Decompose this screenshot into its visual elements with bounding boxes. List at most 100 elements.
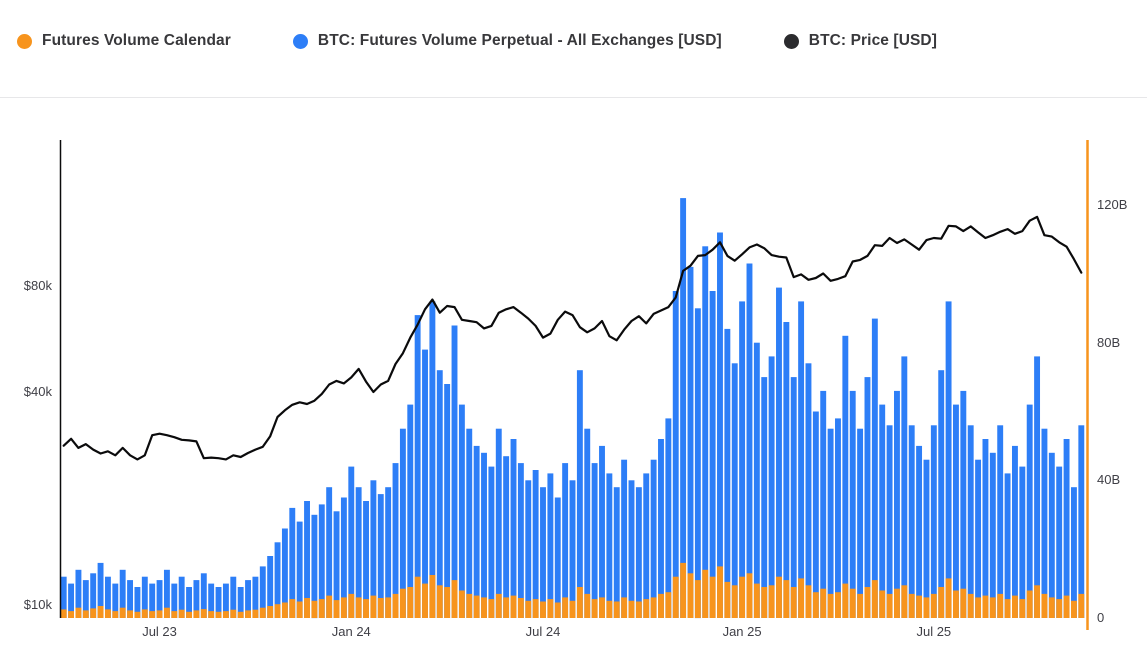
- perpetual-volume-bar[interactable]: [1026, 404, 1033, 618]
- legend-item-btc-price[interactable]: BTC: Price [USD]: [783, 32, 937, 50]
- calendar-volume-bar[interactable]: [104, 609, 111, 618]
- calendar-volume-bar[interactable]: [1056, 599, 1063, 618]
- calendar-volume-bar[interactable]: [842, 583, 849, 618]
- perpetual-volume-bar[interactable]: [613, 487, 620, 618]
- perpetual-volume-bar[interactable]: [230, 576, 237, 618]
- calendar-volume-bar[interactable]: [178, 609, 185, 618]
- perpetual-volume-bar[interactable]: [576, 370, 583, 618]
- perpetual-volume-bar[interactable]: [112, 583, 119, 618]
- calendar-volume-bar[interactable]: [702, 569, 709, 618]
- perpetual-volume-bar[interactable]: [680, 198, 687, 618]
- perpetual-volume-bar[interactable]: [466, 428, 473, 618]
- calendar-volume-bar[interactable]: [222, 611, 229, 618]
- perpetual-volume-bar[interactable]: [510, 439, 517, 618]
- btc-price-line[interactable]: [62, 215, 1083, 461]
- perpetual-volume-bar[interactable]: [245, 580, 251, 618]
- calendar-volume-bar[interactable]: [857, 593, 864, 618]
- perpetual-volume-bar[interactable]: [259, 566, 266, 618]
- calendar-volume-bar[interactable]: [746, 573, 753, 618]
- calendar-volume-bar[interactable]: [805, 585, 812, 618]
- perpetual-volume-bar[interactable]: [761, 377, 768, 618]
- perpetual-volume-bar[interactable]: [318, 504, 325, 618]
- calendar-volume-bar[interactable]: [119, 607, 126, 618]
- calendar-volume-bar[interactable]: [68, 611, 75, 618]
- perpetual-volume-bar[interactable]: [377, 494, 384, 618]
- calendar-volume-bar[interactable]: [326, 595, 333, 618]
- calendar-volume-bar[interactable]: [665, 592, 672, 618]
- calendar-volume-bar[interactable]: [967, 593, 974, 618]
- calendar-volume-bar[interactable]: [1034, 585, 1041, 618]
- calendar-volume-bar[interactable]: [274, 604, 281, 618]
- calendar-volume-bar[interactable]: [694, 580, 701, 618]
- perpetual-volume-bar[interactable]: [776, 287, 782, 618]
- perpetual-volume-bar[interactable]: [1048, 452, 1055, 618]
- perpetual-volume-bar[interactable]: [82, 580, 89, 618]
- calendar-volume-bar[interactable]: [606, 600, 613, 618]
- calendar-volume-bar[interactable]: [628, 600, 635, 618]
- perpetual-volume-bar[interactable]: [812, 411, 819, 619]
- calendar-volume-bar[interactable]: [377, 598, 384, 618]
- calendar-volume-bar[interactable]: [768, 585, 775, 618]
- calendar-volume-bar[interactable]: [1063, 595, 1070, 618]
- perpetual-volume-bar[interactable]: [75, 569, 82, 618]
- calendar-volume-bar[interactable]: [569, 600, 576, 618]
- perpetual-volume-bar[interactable]: [879, 404, 886, 618]
- calendar-volume-bar[interactable]: [82, 610, 89, 618]
- perpetual-volume-bar[interactable]: [960, 390, 967, 618]
- perpetual-volume-bar[interactable]: [739, 301, 746, 618]
- calendar-volume-bar[interactable]: [171, 611, 178, 618]
- perpetual-volume-bar[interactable]: [363, 501, 369, 618]
- perpetual-volume-bar[interactable]: [1063, 439, 1070, 618]
- calendar-volume-bar[interactable]: [97, 606, 104, 618]
- calendar-volume-bar[interactable]: [134, 611, 141, 618]
- calendar-volume-bar[interactable]: [510, 595, 517, 618]
- calendar-volume-bar[interactable]: [392, 593, 399, 618]
- perpetual-volume-bar[interactable]: [134, 587, 141, 618]
- perpetual-volume-bar[interactable]: [532, 470, 539, 618]
- calendar-volume-bar[interactable]: [812, 592, 819, 618]
- calendar-volume-bar[interactable]: [989, 597, 996, 618]
- calendar-volume-bar[interactable]: [252, 609, 259, 618]
- perpetual-volume-bar[interactable]: [857, 428, 864, 618]
- perpetual-volume-bar[interactable]: [296, 521, 303, 618]
- calendar-volume-bar[interactable]: [584, 593, 591, 618]
- calendar-volume-bar[interactable]: [1041, 593, 1048, 618]
- perpetual-volume-bar[interactable]: [540, 487, 546, 618]
- perpetual-volume-bar[interactable]: [989, 452, 996, 618]
- perpetual-volume-bar[interactable]: [1034, 356, 1041, 618]
- calendar-volume-bar[interactable]: [761, 587, 768, 618]
- perpetual-volume-bar[interactable]: [908, 425, 915, 618]
- calendar-volume-bar[interactable]: [650, 597, 657, 618]
- perpetual-volume-bar[interactable]: [650, 459, 657, 618]
- perpetual-volume-bar[interactable]: [967, 425, 974, 618]
- calendar-volume-bar[interactable]: [687, 573, 694, 618]
- perpetual-volume-bar[interactable]: [156, 580, 163, 618]
- perpetual-volume-bar[interactable]: [333, 511, 340, 618]
- calendar-volume-bar[interactable]: [399, 588, 406, 618]
- perpetual-volume-bar[interactable]: [141, 576, 148, 618]
- calendar-volume-bar[interactable]: [643, 599, 650, 618]
- perpetual-volume-bar[interactable]: [252, 576, 259, 618]
- calendar-volume-bar[interactable]: [281, 602, 288, 619]
- perpetual-volume-bar[interactable]: [628, 480, 635, 618]
- perpetual-volume-bar[interactable]: [311, 514, 318, 619]
- calendar-volume-bar[interactable]: [599, 597, 605, 618]
- calendar-volume-bar[interactable]: [871, 580, 878, 618]
- calendar-volume-bar[interactable]: [894, 588, 900, 618]
- perpetual-volume-bar[interactable]: [90, 573, 97, 618]
- perpetual-volume-bar[interactable]: [975, 459, 982, 618]
- calendar-volume-bar[interactable]: [1026, 590, 1033, 619]
- perpetual-volume-bar[interactable]: [886, 425, 893, 618]
- calendar-volume-bar[interactable]: [724, 581, 731, 618]
- perpetual-volume-bar[interactable]: [783, 322, 790, 618]
- calendar-volume-bar[interactable]: [429, 575, 436, 618]
- calendar-volume-bar[interactable]: [200, 609, 207, 618]
- perpetual-volume-bar[interactable]: [953, 404, 959, 618]
- perpetual-volume-bar[interactable]: [938, 370, 945, 618]
- perpetual-volume-bar[interactable]: [355, 487, 362, 618]
- legend-item-futures-volume-calendar[interactable]: Futures Volume Calendar: [17, 32, 231, 50]
- perpetual-volume-bar[interactable]: [200, 573, 207, 618]
- perpetual-volume-bar[interactable]: [348, 466, 355, 618]
- calendar-volume-bar[interactable]: [621, 597, 628, 618]
- calendar-volume-bar[interactable]: [532, 599, 539, 618]
